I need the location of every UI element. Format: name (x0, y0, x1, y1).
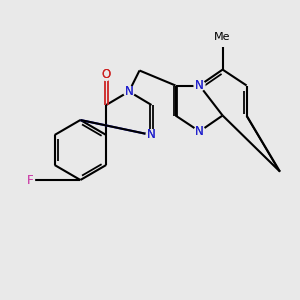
Text: N: N (147, 128, 156, 142)
Text: F: F (27, 173, 33, 187)
Text: N: N (195, 125, 204, 138)
Circle shape (146, 130, 157, 140)
Text: Me: Me (214, 32, 231, 42)
Text: N: N (195, 79, 204, 92)
Text: N: N (124, 85, 134, 98)
Circle shape (101, 70, 112, 80)
Text: N: N (195, 125, 204, 138)
Text: O: O (102, 68, 111, 82)
Circle shape (124, 86, 134, 97)
Text: N: N (195, 79, 204, 92)
Text: N: N (147, 128, 156, 142)
Circle shape (194, 126, 205, 137)
Text: O: O (102, 68, 111, 82)
Circle shape (194, 80, 205, 91)
Text: F: F (27, 173, 33, 187)
Text: N: N (124, 85, 134, 98)
Circle shape (26, 176, 34, 184)
